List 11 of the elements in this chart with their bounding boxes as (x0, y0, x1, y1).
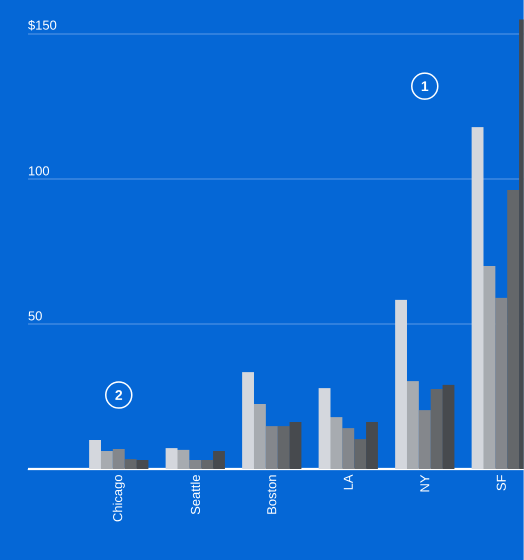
y-tick-label: $150 (28, 20, 56, 30)
x-tick-label: LA (344, 474, 353, 490)
x-tick-label: NY (420, 474, 430, 492)
annotation: 2 (115, 390, 122, 400)
x-tick-label: Boston (267, 475, 276, 514)
y-tick-label: 50 (28, 311, 42, 320)
x-tick-label: SF (496, 475, 506, 490)
x-tick-label: Seattle (190, 475, 200, 514)
y-tick-label: 100 (29, 166, 50, 176)
annotation: 1 (422, 81, 428, 91)
x-tick-label: Chicago (112, 475, 125, 522)
